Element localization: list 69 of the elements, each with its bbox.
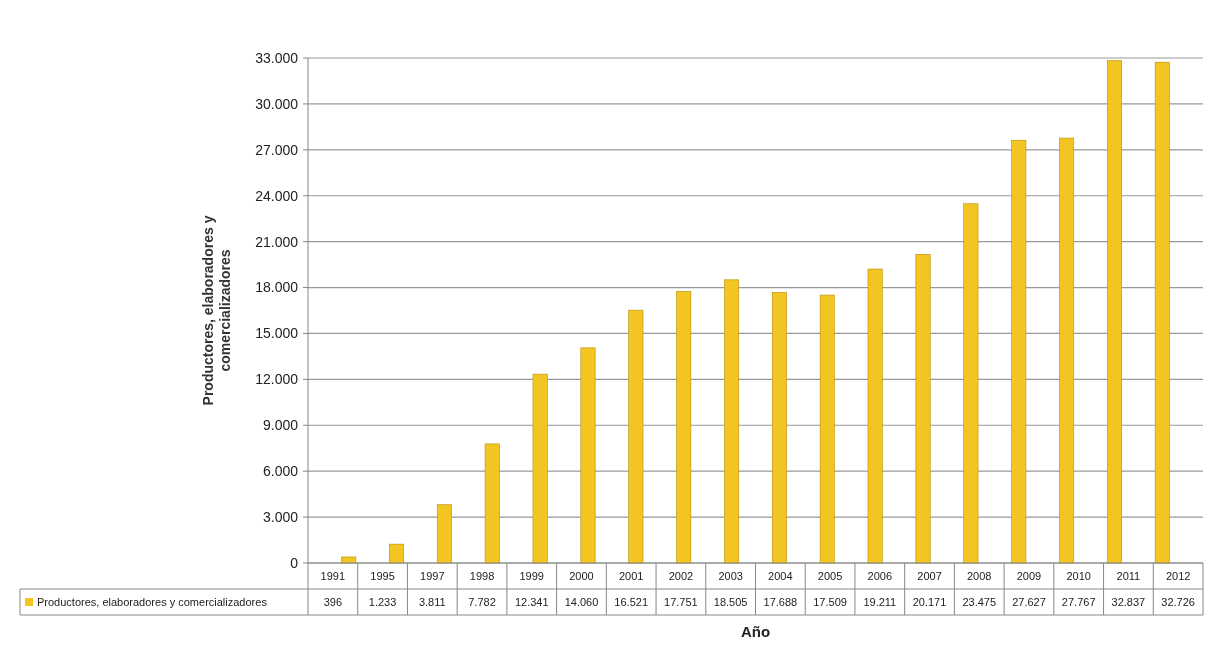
y-tick-label: 18.000	[255, 279, 299, 296]
y-tick-label: 3.000	[262, 508, 299, 525]
x-tick-label: 2011	[1116, 569, 1141, 582]
bar	[1059, 137, 1075, 564]
data-label: 27.767	[1061, 595, 1096, 608]
data-label: 17.509	[813, 595, 847, 608]
bar	[628, 309, 644, 564]
bar	[867, 268, 883, 564]
bar	[532, 373, 548, 564]
y-tick-label: 24.000	[255, 187, 299, 204]
bar	[915, 254, 931, 564]
bar	[389, 543, 405, 564]
data-label: 32.837	[1111, 595, 1146, 608]
bar	[341, 556, 357, 564]
data-label: 20.171	[912, 595, 947, 608]
bar	[963, 203, 979, 564]
x-tick-label: 1991	[320, 569, 346, 582]
data-label: 27.627	[1012, 595, 1046, 608]
bar	[724, 279, 740, 564]
x-tick-label: 2008	[967, 569, 992, 582]
y-tick-label: 12.000	[255, 371, 299, 388]
x-tick-label: 2004	[768, 569, 793, 582]
x-tick-label: 2005	[817, 569, 843, 582]
bar	[436, 504, 452, 564]
bar	[580, 347, 596, 564]
y-tick-label: 15.000	[255, 325, 299, 342]
data-label: 18.505	[713, 595, 748, 608]
x-tick-label: 2009	[1016, 569, 1042, 582]
data-label: 14.060	[564, 595, 599, 608]
x-tick-label: 2006	[867, 569, 893, 582]
x-tick-label: 1995	[370, 569, 395, 582]
x-tick-label: 2002	[668, 569, 694, 582]
data-label: 23.475	[962, 595, 997, 608]
data-label: 16.521	[614, 595, 649, 608]
x-axis-title: Año	[740, 623, 771, 640]
data-label: 17.688	[763, 595, 798, 608]
data-label: 32.726	[1161, 595, 1195, 608]
data-label: 3.811	[418, 595, 446, 608]
x-tick-label: 2007	[917, 569, 942, 582]
data-label: 1.233	[368, 595, 397, 608]
y-tick-label: 30.000	[255, 95, 299, 112]
bar	[1154, 61, 1170, 564]
y-axis-title: Productores, elaboradores y comercializadores	[200, 215, 233, 406]
bar	[676, 291, 692, 564]
x-tick-label: 2010	[1066, 569, 1091, 582]
y-tick-label: 6.000	[262, 463, 299, 480]
x-tick-label: 1999	[519, 569, 544, 582]
data-label: 12.341	[514, 595, 549, 608]
bar	[1011, 139, 1027, 564]
x-tick-label: 2000	[569, 569, 594, 582]
bar	[819, 294, 835, 564]
y-tick-label: 9.000	[262, 417, 299, 434]
legend-label: Productores, elaboradores y comercializadores	[37, 595, 268, 608]
data-label: 7.782	[468, 595, 496, 608]
bar	[1106, 60, 1122, 564]
bar	[771, 292, 787, 564]
x-tick-label: 1997	[420, 569, 445, 582]
y-tick-label: 27.000	[255, 141, 299, 158]
x-tick-label: 2003	[718, 569, 743, 582]
bar	[484, 443, 500, 564]
x-tick-label: 2001	[618, 569, 644, 582]
data-label: 19.211	[863, 595, 897, 608]
data-label: 396	[323, 595, 343, 608]
y-tick-label: 0	[290, 554, 299, 571]
x-tick-label: 2012	[1165, 569, 1191, 582]
x-tick-label: 1998	[469, 569, 495, 582]
y-tick-label: 21.000	[255, 233, 299, 250]
y-tick-label: 33.000	[255, 49, 299, 66]
data-label: 17.751	[664, 595, 698, 608]
